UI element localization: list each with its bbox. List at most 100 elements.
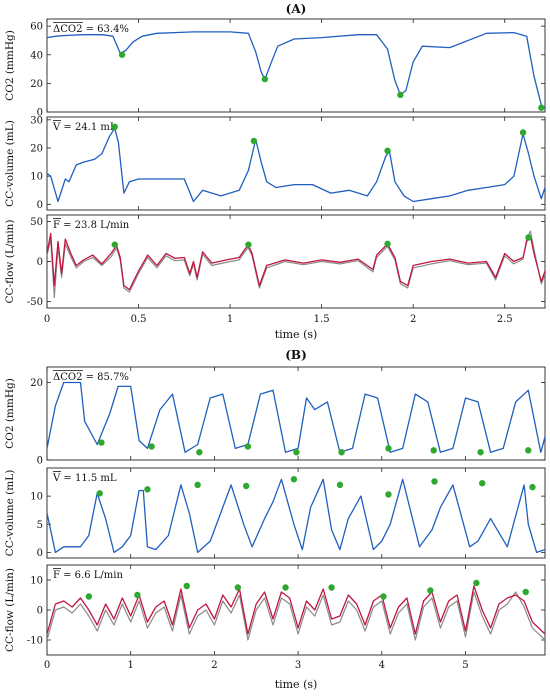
marker-point [85, 593, 93, 600]
series-line-volume [47, 127, 545, 203]
y-tick-label: 0 [37, 606, 43, 617]
y-tick-label: 0 [37, 108, 43, 119]
y-tick-label: 20 [30, 79, 43, 90]
y-tick-label: 10 [30, 492, 43, 503]
x-tick-label: 1 [227, 314, 233, 325]
annotation: ΔCO2 = 63.4% [53, 24, 129, 35]
plot-frame [46, 366, 546, 461]
panel-b-title: (B) [285, 348, 307, 362]
subplot-volume: 0 5 10 CC-volume (mL) V = 11.5 mL [4, 467, 546, 559]
series-group [47, 381, 545, 453]
x-tick-label: 1 [128, 660, 134, 671]
series-group [47, 127, 545, 203]
y-tick-label: 30 [30, 115, 43, 126]
annotation: F = 6.6 L/min [53, 570, 123, 581]
series-line-reference [47, 230, 545, 299]
x-tick-label: 3 [295, 660, 301, 671]
subplot-co2: 0 20 40 60 CO2 (mmHg) ΔCO2 = 63.4% [4, 18, 546, 119]
series-line-reference [47, 591, 545, 641]
marker-point [245, 241, 252, 248]
marker-point [384, 147, 391, 155]
marker-point [118, 51, 126, 58]
y-axis-label: CO2 (mmHg) [4, 30, 16, 101]
annotation: ΔCO2 = 85.7% [53, 372, 129, 383]
series-group [47, 230, 545, 299]
x-tick-label: 2.5 [497, 314, 513, 325]
x-axis-label: time (s) [275, 328, 318, 341]
marker-point [336, 481, 344, 489]
panel-a-title: (A) [286, 2, 307, 16]
marker-point [111, 123, 118, 131]
marker-point [234, 584, 242, 591]
x-tick-label: 1.5 [314, 314, 330, 325]
y-tick-label: 0 [37, 257, 43, 268]
series-line-co2 [47, 31, 545, 109]
marker-point [244, 443, 252, 450]
subplot-volume: 0 10 20 30 CC-volume (mL) V = 24.1 mL [4, 115, 546, 211]
marker-point [525, 234, 532, 241]
x-tick-label: 4 [379, 660, 385, 671]
x-tick-label: 2 [211, 660, 217, 671]
y-tick-label: 10 [30, 576, 43, 587]
marker-point [250, 137, 258, 145]
marker-point [529, 483, 536, 491]
series-group [47, 478, 545, 554]
x-tick-label: 0.5 [131, 314, 147, 325]
marker-point [148, 443, 155, 450]
y-tick-label: 0 [37, 200, 43, 211]
marker-point [525, 447, 532, 454]
y-tick-label: 40 [30, 50, 43, 61]
series-group [47, 585, 545, 641]
y-tick-label: -50 [27, 297, 43, 308]
marker-point [479, 479, 486, 487]
marker-point [380, 593, 387, 600]
y-tick-label: 0 [37, 548, 43, 559]
y-axis-label: CC-flow (L/min) [4, 219, 16, 303]
series-line-flow [47, 232, 545, 291]
y-tick-label: 50 [30, 217, 43, 228]
marker-point [111, 241, 118, 248]
marker-point [183, 582, 190, 590]
marker-point [282, 584, 289, 591]
x-tick-label: 5 [462, 660, 468, 671]
annotation: V = 11.5 mL [52, 473, 117, 484]
marker-point [397, 91, 404, 99]
marker-point [134, 591, 141, 599]
plot-frame [46, 18, 546, 113]
y-tick-label: 5 [37, 520, 43, 531]
marker-point [338, 449, 345, 456]
marker-point [385, 491, 392, 498]
series-group [47, 31, 545, 109]
series-line-co2 [47, 381, 545, 453]
y-tick-label: 20 [30, 378, 43, 389]
y-tick-label: 0 [37, 456, 43, 467]
x-tick-label: 0 [44, 314, 50, 325]
y-tick-label: -10 [27, 636, 43, 647]
marker-point [96, 490, 103, 497]
y-axis-label: CC-volume (mL) [4, 120, 16, 207]
x-tick-label: 2 [410, 314, 416, 325]
subplot-co2: 0 20 CO2 (mmHg) ΔCO2 = 85.7% [4, 366, 546, 467]
marker-point [98, 439, 105, 446]
marker-point [261, 75, 269, 83]
marker-point [385, 445, 392, 452]
marker-point [522, 588, 529, 596]
x-tick-label: 0 [44, 660, 50, 671]
subplot-flow: -50 0 50 CC-flow (L/min) F = 23.8 L/min [4, 214, 546, 309]
marker-point [144, 486, 151, 493]
series-line-volume [47, 478, 545, 554]
marker-point [427, 587, 434, 594]
marker-point [243, 482, 250, 490]
marker-point [477, 449, 484, 456]
plot-frame [46, 116, 546, 211]
annotation: F = 23.8 L/min [53, 220, 130, 231]
series-line-flow [47, 585, 545, 635]
marker-point [290, 476, 298, 483]
y-axis-label: CC-volume (mL) [4, 470, 16, 557]
y-tick-label: 20 [30, 144, 43, 155]
marker-point [194, 481, 201, 489]
marker-point [519, 129, 527, 136]
